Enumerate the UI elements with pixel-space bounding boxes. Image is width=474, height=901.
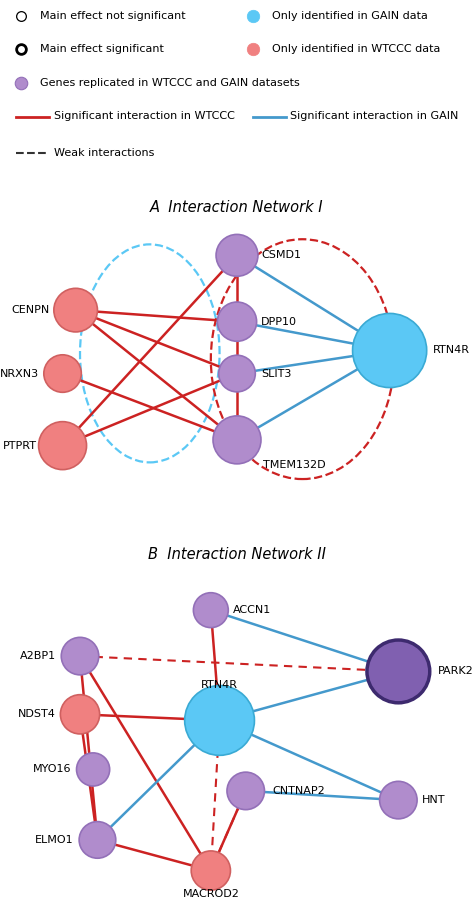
- Text: ELMO1: ELMO1: [35, 835, 73, 845]
- Text: RTN4R: RTN4R: [201, 680, 238, 690]
- Ellipse shape: [367, 640, 430, 703]
- Text: A  Interaction Network I: A Interaction Network I: [150, 200, 324, 214]
- Ellipse shape: [219, 355, 255, 392]
- Text: RTN4R: RTN4R: [433, 345, 470, 356]
- Text: CENPN: CENPN: [11, 305, 49, 315]
- Ellipse shape: [60, 695, 100, 734]
- Ellipse shape: [353, 314, 427, 387]
- Text: TMEM132D: TMEM132D: [263, 460, 326, 470]
- Ellipse shape: [216, 234, 258, 277]
- Text: Significant interaction in GAIN: Significant interaction in GAIN: [291, 111, 459, 121]
- Text: NRXN3: NRXN3: [0, 369, 38, 378]
- Ellipse shape: [193, 593, 228, 628]
- Ellipse shape: [79, 822, 116, 859]
- Text: CNTNAP2: CNTNAP2: [272, 786, 325, 796]
- Text: DPP10: DPP10: [261, 316, 297, 327]
- Text: MYO16: MYO16: [33, 764, 71, 775]
- Text: Main effect significant: Main effect significant: [39, 44, 164, 54]
- Text: Only identified in GAIN data: Only identified in GAIN data: [272, 11, 428, 21]
- Text: MACROD2: MACROD2: [182, 889, 239, 899]
- Ellipse shape: [380, 781, 417, 819]
- Text: B  Interaction Network II: B Interaction Network II: [148, 547, 326, 561]
- Text: PTPRT: PTPRT: [2, 441, 36, 450]
- Text: Significant interaction in WTCCC: Significant interaction in WTCCC: [54, 111, 234, 121]
- Text: A2BP1: A2BP1: [20, 651, 56, 661]
- Text: ACCN1: ACCN1: [233, 605, 271, 615]
- Text: PARK2: PARK2: [438, 667, 474, 677]
- Ellipse shape: [218, 302, 256, 341]
- Ellipse shape: [227, 772, 264, 810]
- Text: Genes replicated in WTCCC and GAIN datasets: Genes replicated in WTCCC and GAIN datas…: [39, 77, 299, 87]
- Ellipse shape: [213, 416, 261, 464]
- Text: Only identified in WTCCC data: Only identified in WTCCC data: [272, 44, 440, 54]
- Text: NDST4: NDST4: [18, 709, 56, 719]
- Text: Weak interactions: Weak interactions: [54, 148, 154, 158]
- Text: SLIT3: SLIT3: [261, 369, 292, 378]
- Ellipse shape: [54, 288, 98, 332]
- Ellipse shape: [38, 422, 87, 469]
- Ellipse shape: [191, 851, 230, 890]
- Text: Main effect not significant: Main effect not significant: [39, 11, 185, 21]
- Ellipse shape: [76, 753, 109, 786]
- Ellipse shape: [61, 637, 99, 675]
- Ellipse shape: [185, 686, 255, 755]
- Text: CSMD1: CSMD1: [261, 250, 301, 260]
- Ellipse shape: [44, 355, 82, 392]
- Text: HNT: HNT: [422, 795, 446, 805]
